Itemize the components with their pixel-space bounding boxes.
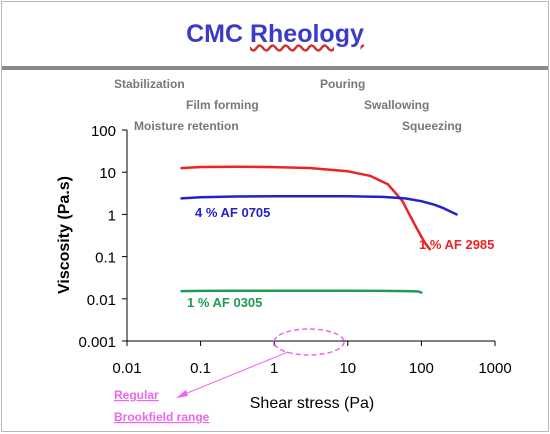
- y-tick-label: 100: [91, 123, 116, 140]
- x-tick-label: 0.1: [190, 360, 211, 377]
- x-tick-label: 10: [339, 360, 356, 377]
- series-line: [180, 194, 458, 216]
- x-axis-title: Shear stress (Pa): [250, 395, 374, 412]
- y-tick-label: 10: [99, 165, 116, 182]
- process-label-stabilization: Stabilization: [114, 77, 185, 91]
- process-label-pouring: Pouring: [320, 77, 365, 91]
- process-label-swallowing: Swallowing: [364, 98, 429, 112]
- title-word-cmc: CMC: [186, 20, 244, 48]
- series-label-af-0705: 4 % AF 0705: [195, 205, 270, 220]
- series-label-af-0305: 1 % AF 0305: [187, 295, 262, 310]
- y-axis-title: Viscosity (Pa.s): [56, 176, 73, 294]
- process-label-film-forming: Film forming: [186, 98, 259, 112]
- y-tick-label: 0.01: [87, 292, 116, 309]
- y-tick-label: 0.1: [95, 250, 116, 267]
- series-line: [180, 165, 432, 251]
- brookfield-arrowhead: [176, 390, 188, 398]
- series-lines: [180, 165, 458, 294]
- y-tick-label: 0.001: [78, 334, 116, 351]
- series-line: [180, 289, 423, 294]
- x-tick-label: 1: [270, 360, 278, 377]
- process-label-squeezing: Squeezing: [402, 119, 462, 133]
- series-label-af-2985: 1 % AF 2985: [419, 237, 494, 252]
- x-ticks: 0.01 0.1 1 10 100 1000: [112, 341, 512, 377]
- y-ticks: 0.001 0.01 0.1 1 10 100: [78, 123, 127, 351]
- brookfield-range-ellipse: [273, 328, 345, 356]
- title-divider: [2, 66, 548, 70]
- brookfield-label-regular: Regular: [114, 388, 159, 402]
- process-labels: Stabilization Film forming Moisture rete…: [114, 77, 462, 133]
- process-label-moisture-retention: Moisture retention: [134, 119, 239, 133]
- brookfield-label-range: Brookfield range: [114, 410, 210, 424]
- title-word-rheology: Rheology: [249, 20, 364, 48]
- slide-title: CMC Rheology: [2, 20, 548, 49]
- x-tick-label: 100: [409, 360, 434, 377]
- y-tick-label: 1: [108, 207, 116, 224]
- x-tick-label: 0.01: [112, 360, 141, 377]
- brookfield-arrow: [179, 351, 289, 397]
- x-tick-label: 1000: [478, 360, 511, 377]
